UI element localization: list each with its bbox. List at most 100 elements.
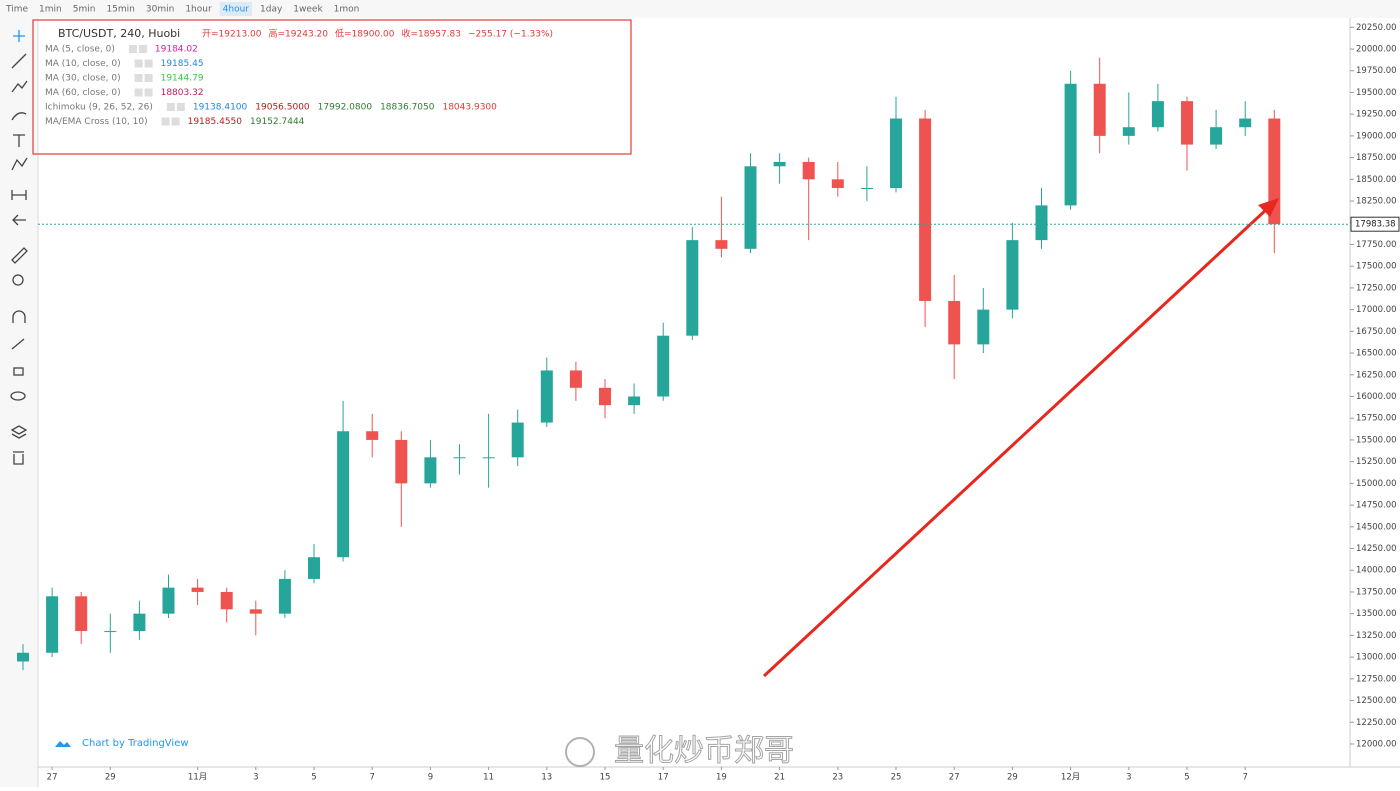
candle-body [424,457,437,484]
candle-body [657,335,670,397]
interval-button[interactable]: 1hour [185,5,212,15]
candle-body [569,370,582,388]
indicator-value: 19056.5000 [255,103,310,113]
interval-button[interactable]: 1min [39,5,62,15]
indicator-value: 17992.0800 [318,103,373,113]
drawing-tools[interactable] [10,30,28,465]
branding[interactable]: Chart by TradingView [82,738,189,749]
last-price-tag [1350,216,1400,232]
stay-drawing-tool[interactable] [11,338,25,350]
y-tick-label: 16000.00 [1356,392,1397,402]
lock-tool[interactable] [13,367,24,376]
candle-body [948,300,961,345]
hide-tool[interactable] [10,391,26,401]
zoom-tool[interactable] [12,274,24,286]
trendline-tool[interactable] [11,53,27,69]
candle-body [104,631,117,633]
brush-tool[interactable] [11,112,27,121]
delete-tool[interactable] [13,451,24,465]
indicator-settings[interactable] [166,103,175,111]
y-tick-label: 14000.00 [1356,566,1397,576]
indicator-settings[interactable] [134,88,143,97]
indicator-close[interactable] [144,74,153,82]
candle-body [17,652,29,662]
candle-body [540,370,553,423]
candle-body [599,387,611,406]
measure-tool[interactable] [11,190,27,200]
pattern-tool[interactable] [11,157,28,171]
y-tick-label: 19250.00 [1356,110,1397,120]
indicator-close[interactable] [144,59,153,68]
x-tick-label: 27 [47,773,58,783]
y-tick-label: 13250.00 [1356,631,1397,641]
x-tick-label: 3 [253,773,258,783]
candle-body [1035,205,1048,241]
y-tick-label: 20000.00 [1356,45,1397,55]
indicator-close[interactable] [138,45,147,53]
x-tick-label: 19 [716,773,727,783]
indicator-name: MA/EMA Cross (10, 10) [45,117,148,127]
indicator-close[interactable] [176,103,185,111]
y-tick-label: 17250.00 [1356,283,1397,293]
watermark: 量化炒币郑哥 [565,733,795,769]
interval-button[interactable]: Time [5,5,28,15]
indicator-settings[interactable] [134,74,143,82]
interval-button[interactable]: 4hour [223,5,250,15]
candle-body [366,431,379,440]
candle-body [278,578,291,614]
top-toolbar [0,0,1400,18]
indicator-value: 19184.02 [155,45,198,55]
candle-body [1151,101,1164,128]
y-tick-label: 12000.00 [1356,739,1397,749]
y-tick-label: 18500.00 [1356,175,1397,185]
y-tick-label: 15250.00 [1356,457,1397,467]
crosshair-tool[interactable] [13,30,25,42]
candle-body [220,591,233,610]
interval-button[interactable]: 1mon [334,5,360,15]
arrow-shaft [762,206,1270,678]
candle-body [1181,101,1193,145]
candle-body [919,118,932,301]
candle-body [686,240,699,336]
back-tool[interactable] [12,214,26,226]
indicator-close[interactable] [144,88,153,97]
fib-tool[interactable] [11,80,28,93]
indicator-name: Ichimoku (9, 26, 52, 26) [45,103,153,113]
interval-button[interactable]: 1week [293,5,323,15]
y-tick-label: 17500.00 [1356,262,1397,272]
indicator-close[interactable] [171,117,180,126]
candle-body [1093,83,1106,136]
text-tool[interactable] [13,134,25,147]
interval-button[interactable]: 1day [260,5,283,15]
indicator-name: MA (30, close, 0) [45,74,121,84]
candle-body [860,188,873,190]
interval-button[interactable]: 30min [146,5,174,15]
interval-button[interactable]: 5min [73,5,96,15]
magnet-tool[interactable] [12,310,26,323]
x-tick-label: 7 [1242,773,1247,783]
x-tick-label: 17 [658,773,669,783]
y-tick-label: 17000.00 [1356,305,1397,315]
indicator-value: 19185.4550 [188,117,243,127]
indicator-settings[interactable] [128,45,137,53]
candle-body [308,557,320,579]
legend-ohlc: 收=18957.83 [402,28,462,40]
y-tick-label: 12750.00 [1356,674,1397,684]
tradingview-badge[interactable]: Chart by TradingView [48,732,189,754]
candle-body [715,240,728,249]
last-price-label: 17983.38 [1355,220,1396,230]
x-tick-label: 5 [1184,773,1189,783]
indicator-settings[interactable] [161,117,170,126]
ruler-tool[interactable] [11,247,28,264]
indicator-value: 19144.79 [161,74,204,84]
candle-body [249,609,262,614]
interval-button[interactable]: 15min [106,5,134,15]
candle-body [1268,118,1281,225]
layers-tool[interactable] [10,425,28,439]
indicator-value: 19138.4100 [193,103,248,113]
y-tick-label: 15500.00 [1356,435,1397,445]
indicator-settings[interactable] [134,59,143,68]
x-tick-label: 23 [832,773,843,783]
candle-body [1239,118,1252,128]
